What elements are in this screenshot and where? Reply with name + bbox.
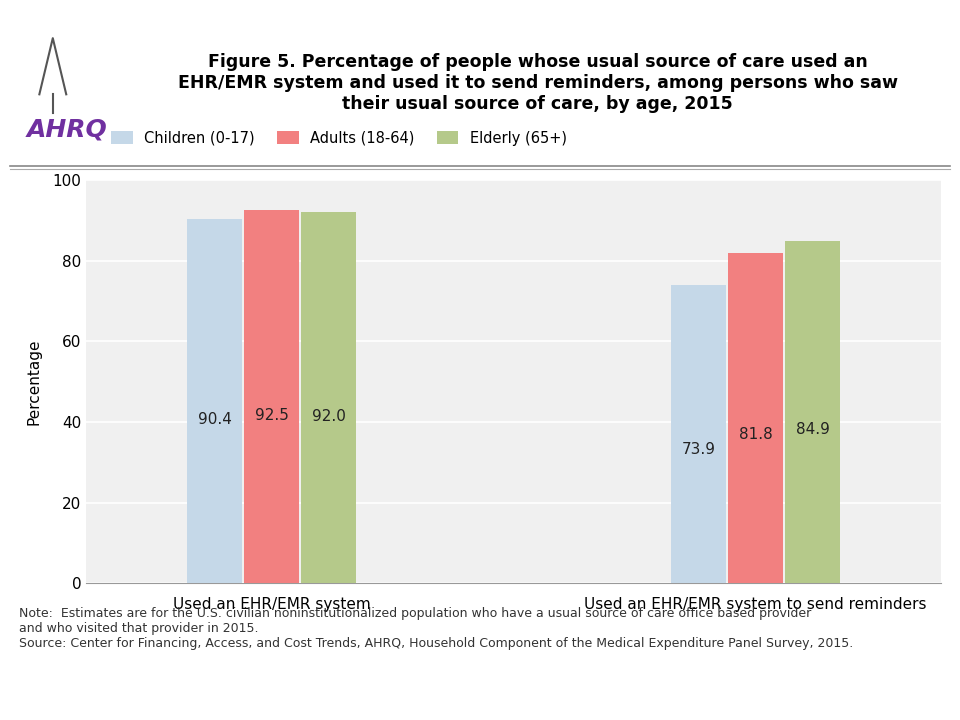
Text: 73.9: 73.9 bbox=[682, 441, 716, 456]
Bar bbox=[187, 219, 242, 583]
Text: 81.8: 81.8 bbox=[739, 427, 773, 442]
Bar bbox=[671, 285, 727, 583]
Text: Note:  Estimates are for the U.S. civilian noninstitutionalized population who h: Note: Estimates are for the U.S. civilia… bbox=[19, 608, 853, 650]
Bar bbox=[244, 210, 300, 583]
Text: AHRQ: AHRQ bbox=[27, 117, 108, 142]
Y-axis label: Percentage: Percentage bbox=[27, 338, 41, 425]
Text: Figure 5. Percentage of people whose usual source of care used an
EHR/EMR system: Figure 5. Percentage of people whose usu… bbox=[178, 53, 898, 112]
Text: 90.4: 90.4 bbox=[198, 412, 231, 427]
Text: 92.5: 92.5 bbox=[254, 408, 288, 423]
Bar bbox=[785, 241, 840, 583]
Bar bbox=[728, 253, 783, 583]
Text: 92.0: 92.0 bbox=[312, 409, 346, 424]
Text: 84.9: 84.9 bbox=[796, 422, 829, 436]
Legend: Children (0-17), Adults (18-64), Elderly (65+): Children (0-17), Adults (18-64), Elderly… bbox=[110, 131, 567, 146]
Bar bbox=[300, 212, 356, 583]
